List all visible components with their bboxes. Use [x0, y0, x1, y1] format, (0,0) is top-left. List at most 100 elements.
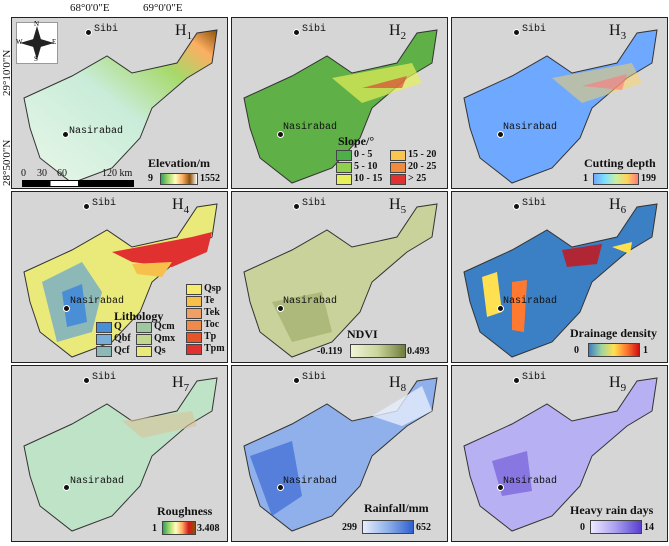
city-sibi: Sibi: [92, 372, 117, 383]
panel-elevation: N S E W H1 Sibi Nasirabad 0 30 60 120 km…: [11, 17, 228, 189]
longitude-label-68: 68°0'0"E: [70, 2, 110, 14]
slope-swatch: [336, 150, 352, 161]
legend-bar-ndvi: [350, 344, 406, 358]
sibi-marker: [293, 203, 300, 210]
nasirabad-marker: [62, 131, 69, 138]
slope-class-label: 15 - 20: [408, 149, 437, 160]
panel-label: H4: [172, 196, 190, 217]
sibi-marker: [293, 377, 300, 384]
lithology-class-label: Qsp: [204, 283, 222, 294]
roughness-map: [12, 366, 227, 541]
panel-label: H6: [609, 196, 627, 217]
city-sibi: Sibi: [302, 198, 327, 209]
lithology-swatch: [136, 322, 152, 333]
legend-title-drainage: Drainage density: [570, 326, 657, 340]
sibi-marker: [85, 29, 92, 36]
lithology-swatch: [186, 320, 202, 331]
slope-swatch: [336, 174, 352, 185]
lithology-swatch: [186, 296, 202, 307]
lithology-class-label: Tp: [204, 331, 217, 342]
city-sibi: Sibi: [302, 372, 327, 383]
panel-cutting-depth: H3 Sibi Nasirabad Cutting depth 1 199: [451, 17, 668, 189]
city-sibi: Sibi: [522, 198, 547, 209]
sibi-marker: [513, 203, 520, 210]
sibi-marker: [513, 377, 520, 384]
slope-class-label: > 25: [408, 173, 427, 184]
sibi-marker: [83, 203, 90, 210]
rainfall-map: [232, 366, 447, 541]
panel-drainage-density: H6 Sibi Nasirabad Drainage density 0 1: [451, 191, 668, 363]
legend-bar-roughness: [162, 521, 196, 535]
city-sibi: Sibi: [94, 24, 119, 35]
lithology-class-label: Te: [204, 295, 215, 306]
lithology-swatch: [96, 346, 112, 357]
lithology-class-label: Qcm: [154, 321, 175, 332]
city-sibi: Sibi: [92, 198, 117, 209]
slope-class-label: 10 - 15: [354, 173, 383, 184]
lithology-map: [12, 192, 227, 362]
panel-label: H8: [389, 374, 407, 395]
city-nasirabad: Nasirabad: [70, 296, 125, 307]
sibi-marker: [293, 29, 300, 36]
lithology-swatch: [186, 332, 202, 343]
city-nasirabad: Nasirabad: [503, 296, 558, 307]
nasirabad-marker: [277, 131, 284, 138]
legend-title-elevation: Elevation/m: [148, 156, 210, 170]
slope-class-label: 5 - 10: [354, 161, 378, 172]
sibi-marker: [83, 377, 90, 384]
legend-title-heavyrain: Heavy rain days: [570, 503, 654, 517]
panel-rainfall: H8 Sibi Nasirabad Rainfall/mm 299 652: [231, 365, 448, 542]
panel-ndvi: H5 Sibi Nasirabad NDVI -0.119 0.493: [231, 191, 448, 363]
nasirabad-marker: [497, 305, 504, 312]
city-nasirabad: Nasirabad: [70, 476, 125, 487]
panel-label: H5: [389, 196, 407, 217]
lithology-class-label: Tpm: [204, 343, 225, 354]
elevation-map: [12, 18, 227, 188]
region-outline: [23, 29, 218, 184]
slope-swatch: [390, 174, 406, 185]
lithology-swatch: [136, 334, 152, 345]
lithology-class-label: Toc: [204, 319, 220, 330]
lithology-swatch: [186, 284, 202, 295]
lithology-swatch: [96, 322, 112, 333]
legend-bar-elevation: [160, 173, 198, 185]
nasirabad-marker: [277, 484, 284, 491]
panel-label: H9: [609, 374, 627, 395]
lithology-swatch: [96, 334, 112, 345]
legend-bar-drainage: [588, 343, 640, 357]
slope-swatch: [390, 162, 406, 173]
legend-bar-cutting: [593, 173, 639, 185]
nasirabad-marker: [63, 484, 70, 491]
panel-lithology: H4 Sibi Nasirabad Lithology Qsp Te Tek Toc T…: [11, 191, 228, 363]
ndvi-map: [232, 192, 447, 362]
city-sibi: Sibi: [522, 24, 547, 35]
scale-bar: [22, 180, 134, 187]
nasirabad-marker: [63, 305, 70, 312]
cutting-depth-map: [452, 18, 667, 188]
slope-class-label: 20 - 25: [408, 161, 437, 172]
legend-title-roughness: Roughness: [157, 504, 213, 518]
nasirabad-marker: [277, 305, 284, 312]
lithology-class-label: Tek: [204, 307, 220, 318]
heavy-rain-days-map: [452, 366, 667, 541]
lithology-swatch: [186, 308, 202, 319]
drainage-density-map: [452, 192, 667, 362]
lithology-class-label: Qcf: [114, 345, 130, 356]
panel-heavy-rain-days: H9 Sibi Nasirabad Heavy rain days 0 14: [451, 365, 668, 542]
lithology-swatch: [136, 346, 152, 357]
panel-label: H2: [389, 22, 407, 43]
legend-bar-heavyrain: [590, 520, 642, 534]
slope-class-label: 0 - 5: [354, 149, 373, 160]
city-nasirabad: Nasirabad: [503, 122, 558, 133]
city-nasirabad: Nasirabad: [283, 122, 338, 133]
longitude-label-69: 69°0'0"E: [143, 2, 183, 14]
city-nasirabad: Nasirabad: [283, 476, 338, 487]
legend-bar-rainfall: [362, 520, 414, 534]
lithology-swatch: [186, 344, 202, 355]
panel-label: H7: [172, 374, 190, 395]
city-sibi: Sibi: [302, 24, 327, 35]
nasirabad-marker: [497, 484, 504, 491]
city-sibi: Sibi: [522, 372, 547, 383]
slope-swatch: [390, 150, 406, 161]
